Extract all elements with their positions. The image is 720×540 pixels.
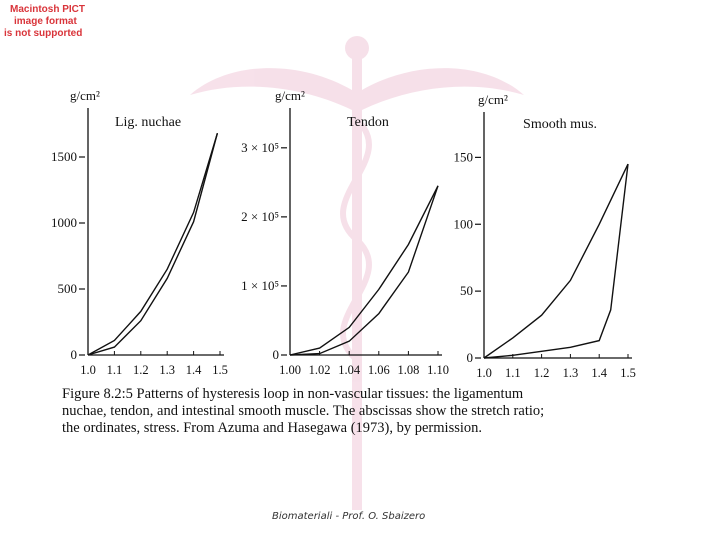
footer: Biomateriali - Prof. O. Sbaizero [272,511,425,522]
chart-title: Smooth mus. [523,117,597,132]
x-tick-label: 1.08 [397,363,419,377]
x-tick-label: 1.1 [107,363,123,377]
x-tick-label: 1.0 [476,366,492,380]
watermark-staff [352,40,362,510]
hysteresis-curve [483,163,629,359]
watermark-snake [340,117,372,363]
x-tick-label: 1.10 [427,363,449,377]
y-tick-label: 0 [273,347,280,362]
hysteresis-curve [289,185,439,356]
x-tick-label: 1.0 [80,363,96,377]
y-tick-label: 0 [467,350,474,365]
watermark [190,36,524,510]
placeholder-text: Macintosh PICT [10,4,85,15]
y-axis-label: g/cm² [478,92,508,107]
x-tick-label: 1.3 [159,363,175,377]
hysteresis-curve [87,133,219,356]
chart-title: Tendon [347,115,389,130]
hysteresis-curve [87,132,219,356]
x-tick-label: 1.02 [309,363,331,377]
hysteresis-curve [483,164,629,359]
y-tick-label: 1000 [51,215,77,230]
x-tick-label: 1.00 [279,363,301,377]
x-tick-label: 1.3 [563,366,579,380]
y-tick-label: 2 × 10⁵ [241,209,279,224]
y-axis-label: g/cm² [275,88,305,103]
y-tick-label: 1 × 10⁵ [241,278,279,293]
y-tick-label: 3 × 10⁵ [241,140,279,155]
y-tick-label: 50 [460,283,473,298]
x-tick-label: 1.1 [505,366,521,380]
x-tick-label: 1.2 [534,366,550,380]
y-tick-label: 500 [58,281,78,296]
watermark-wing [362,68,524,110]
x-tick-label: 1.04 [338,363,361,377]
caption-line: the ordinates, stress. From Azuma and Ha… [62,420,482,436]
y-tick-label: 150 [454,149,474,164]
x-tick-label: 1.4 [186,363,202,377]
y-tick-label: 0 [71,347,78,362]
hysteresis-curve [289,185,439,356]
y-tick-label: 1500 [51,149,77,164]
x-tick-label: 1.5 [212,363,228,377]
y-axis-label: g/cm² [70,88,100,103]
caption-line: Figure 8.2:5 Patterns of hysteresis loop… [62,386,524,402]
x-tick-label: 1.2 [133,363,149,377]
watermark-head [345,36,369,60]
chart-title: Lig. nuchae [115,115,181,130]
watermark-wing [190,68,352,110]
x-tick-label: 1.4 [591,366,607,380]
placeholder-text: image format [14,16,77,27]
y-tick-label: 100 [454,216,474,231]
caption-line: nuchae, tendon, and intestinal smooth mu… [62,403,544,419]
x-tick-label: 1.5 [620,366,636,380]
placeholder-text: is not supported [4,28,82,39]
x-tick-label: 1.06 [368,363,390,377]
